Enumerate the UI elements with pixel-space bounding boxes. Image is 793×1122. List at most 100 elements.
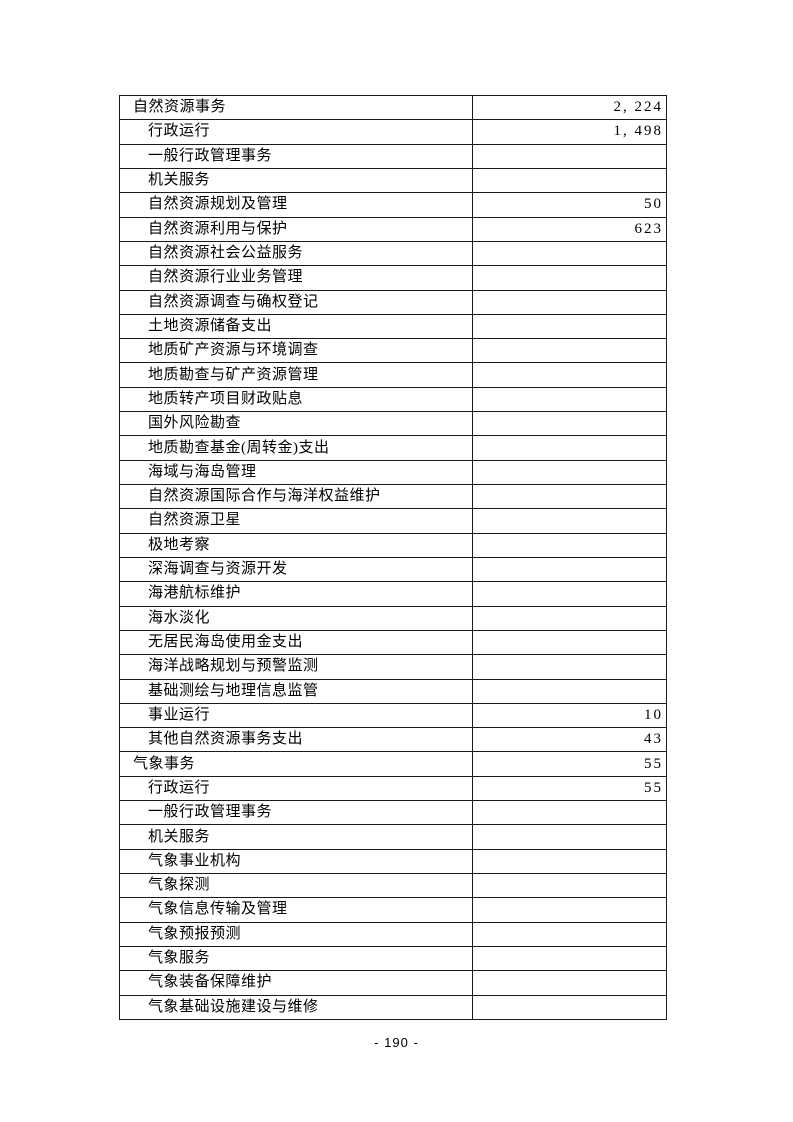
budget-item-amount: [473, 266, 666, 289]
budget-item-label: 气象预报预测: [120, 922, 473, 946]
budget-item-amount: [473, 509, 666, 532]
budget-item-label: 自然资源规划及管理: [120, 193, 473, 217]
budget-item-amount: [473, 582, 666, 605]
budget-item-label: 海洋战略规划与预警监测: [120, 655, 473, 679]
budget-item-amount: [473, 363, 666, 386]
table-row: 自然资源事务 2, 224: [120, 96, 666, 120]
budget-item-label: 气象探测: [120, 874, 473, 898]
table-row: 其他自然资源事务支出 43: [120, 727, 666, 752]
table-row: 气象装备保障维护: [120, 970, 666, 995]
budget-item-amount: 43: [644, 731, 663, 748]
budget-item-amount: 55: [644, 779, 663, 796]
table-row: 土地资源储备支出: [120, 313, 666, 339]
table-row: 基础测绘与地理信息监管: [120, 678, 666, 703]
table-row: 自然资源利用与保护 623: [120, 216, 666, 241]
table-row: 地质转产项目财政贴息: [120, 386, 666, 412]
table-row: 自然资源国际合作与海洋权益维护: [120, 484, 666, 509]
budget-item-label: 机关服务: [120, 168, 473, 193]
budget-item-amount: [473, 169, 666, 192]
table-row: 行政运行 55: [120, 775, 666, 801]
table-row: 地质勘查基金(周转金)支出: [120, 435, 666, 460]
table-row: 国外风险勘查: [120, 411, 666, 436]
table-row: 深海调查与资源开发: [120, 556, 666, 582]
budget-item-amount: 2, 224: [613, 99, 663, 116]
table-row: 海水淡化: [120, 605, 666, 630]
budget-item-label: 基础测绘与地理信息监管: [120, 679, 473, 703]
budget-table: 自然资源事务 2, 224 行政运行 1, 498 一般行政管理事务 机关服务 自然资源规划…: [119, 95, 667, 1020]
budget-item-amount: [473, 971, 666, 994]
budget-item-amount: [473, 388, 666, 411]
budget-item-amount: [473, 923, 666, 946]
budget-item-amount: [473, 607, 666, 630]
table-row: 无居民海岛使用金支出: [120, 629, 666, 655]
table-row: 海域与海岛管理: [120, 459, 666, 484]
budget-item-label: 地质转产项目财政贴息: [120, 387, 473, 412]
budget-item-amount: [473, 558, 666, 581]
budget-item-label: 气象基础设施建设与维修: [120, 995, 473, 1019]
budget-item-label: 地质矿产资源与环境调查: [120, 339, 473, 363]
budget-item-label: 气象服务: [120, 946, 473, 971]
table-row: 极地考察: [120, 532, 666, 557]
budget-item-amount: [473, 874, 666, 897]
table-row: 自然资源卫星: [120, 508, 666, 533]
budget-item-label: 海港航标维护: [120, 582, 473, 606]
budget-item-label: 自然资源行业业务管理: [120, 266, 473, 290]
budget-item-label: 气象信息传输及管理: [120, 898, 473, 922]
budget-item-amount: [473, 339, 666, 362]
budget-item-amount: 10: [644, 706, 663, 723]
table-row: 一般行政管理事务: [120, 800, 666, 825]
table-row: 自然资源调查与确权登记: [120, 289, 666, 314]
budget-item-label: 自然资源社会公益服务: [120, 241, 473, 266]
table-row: 一般行政管理事务: [120, 143, 666, 168]
budget-item-amount: [473, 291, 666, 314]
budget-item-amount: 1, 498: [613, 123, 663, 140]
table-row: 气象探测: [120, 873, 666, 898]
budget-item-amount: [473, 655, 666, 678]
page-number: - 190 -: [374, 1035, 419, 1050]
budget-item-label: 机关服务: [120, 825, 473, 849]
budget-item-label: 深海调查与资源开发: [120, 557, 473, 582]
table-row: 自然资源规划及管理 50: [120, 192, 666, 217]
budget-item-label: 事业运行: [120, 703, 473, 728]
table-row: 海洋战略规划与预警监测: [120, 654, 666, 679]
budget-item-label: 其他自然资源事务支出: [120, 728, 473, 752]
table-row: 机关服务: [120, 167, 666, 193]
table-row: 气象事务 55: [120, 751, 666, 776]
budget-item-label: 极地考察: [120, 533, 473, 557]
budget-item-label: 行政运行: [120, 120, 473, 144]
budget-item-amount: [473, 242, 666, 265]
budget-item-amount: 623: [634, 220, 663, 237]
budget-item-label: 一般行政管理事务: [120, 144, 473, 168]
budget-item-label: 自然资源调查与确权登记: [120, 290, 473, 314]
table-row: 事业运行 10: [120, 702, 666, 728]
budget-item-amount: 55: [644, 755, 663, 772]
budget-item-label: 自然资源利用与保护: [120, 217, 473, 241]
table-row: 自然资源社会公益服务: [120, 240, 666, 266]
table-row: 行政运行 1, 498: [120, 119, 666, 144]
budget-item-label: 气象事业机构: [120, 849, 473, 873]
budget-item-amount: [473, 801, 666, 824]
table-row: 海港航标维护: [120, 581, 666, 606]
table-row: 气象基础设施建设与维修: [120, 994, 666, 1019]
budget-item-label: 自然资源卫星: [120, 509, 473, 533]
budget-item-label: 无居民海岛使用金支出: [120, 630, 473, 655]
budget-item-amount: [473, 461, 666, 484]
budget-item-amount: [473, 315, 666, 338]
budget-item-amount: [473, 996, 666, 1019]
budget-item-amount: [473, 412, 666, 435]
budget-item-label: 自然资源国际合作与海洋权益维护: [120, 485, 473, 509]
budget-item-amount: [473, 680, 666, 703]
table-row: 气象预报预测: [120, 921, 666, 946]
budget-item-label: 气象装备保障维护: [120, 971, 473, 995]
budget-item-amount: [473, 485, 666, 508]
table-row: 自然资源行业业务管理: [120, 265, 666, 290]
budget-item-amount: [473, 145, 666, 168]
budget-item-label: 地质勘查与矿产资源管理: [120, 363, 473, 387]
table-row: 气象信息传输及管理: [120, 897, 666, 922]
table-row: 气象服务: [120, 945, 666, 971]
budget-item-amount: 50: [644, 196, 663, 213]
table-row: 地质矿产资源与环境调查: [120, 338, 666, 363]
budget-item-label: 气象事务: [120, 752, 473, 776]
budget-item-label: 国外风险勘查: [120, 412, 473, 436]
